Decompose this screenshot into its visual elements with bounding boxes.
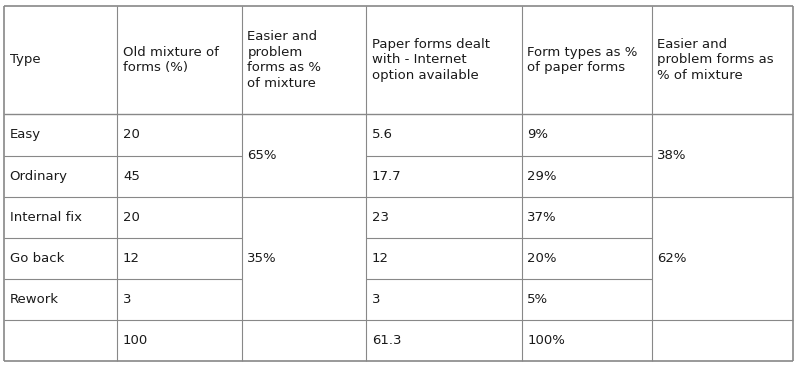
Text: 20%: 20% bbox=[527, 252, 556, 265]
Text: Internal fix: Internal fix bbox=[10, 211, 81, 224]
Text: Paper forms dealt
with - Internet
option available: Paper forms dealt with - Internet option… bbox=[371, 38, 489, 82]
Text: 12: 12 bbox=[371, 252, 389, 265]
Text: 62%: 62% bbox=[658, 252, 687, 265]
Text: 3: 3 bbox=[123, 293, 132, 306]
Text: 37%: 37% bbox=[527, 211, 557, 224]
Text: Form types as %
of paper forms: Form types as % of paper forms bbox=[527, 46, 638, 74]
Text: 3: 3 bbox=[371, 293, 380, 306]
Text: 38%: 38% bbox=[658, 149, 687, 162]
Text: 17.7: 17.7 bbox=[371, 170, 402, 183]
Text: 45: 45 bbox=[123, 170, 140, 183]
Text: Easy: Easy bbox=[10, 128, 41, 142]
Text: 20: 20 bbox=[123, 128, 140, 142]
Text: Go back: Go back bbox=[10, 252, 64, 265]
Text: 5.6: 5.6 bbox=[371, 128, 393, 142]
Text: 12: 12 bbox=[123, 252, 140, 265]
Text: 29%: 29% bbox=[527, 170, 556, 183]
Text: Rework: Rework bbox=[10, 293, 58, 306]
Text: 61.3: 61.3 bbox=[371, 334, 401, 348]
Text: Easier and
problem forms as
% of mixture: Easier and problem forms as % of mixture bbox=[658, 38, 774, 82]
Text: Type: Type bbox=[10, 54, 40, 66]
Text: 23: 23 bbox=[371, 211, 389, 224]
Text: 9%: 9% bbox=[527, 128, 548, 142]
Text: Ordinary: Ordinary bbox=[10, 170, 68, 183]
Text: 100%: 100% bbox=[527, 334, 565, 348]
Text: 65%: 65% bbox=[247, 149, 277, 162]
Text: 20: 20 bbox=[123, 211, 140, 224]
Text: Old mixture of
forms (%): Old mixture of forms (%) bbox=[123, 46, 219, 74]
Text: 35%: 35% bbox=[247, 252, 277, 265]
Text: Easier and
problem
forms as %
of mixture: Easier and problem forms as % of mixture bbox=[247, 30, 321, 90]
Text: 5%: 5% bbox=[527, 293, 548, 306]
Text: 100: 100 bbox=[123, 334, 148, 348]
